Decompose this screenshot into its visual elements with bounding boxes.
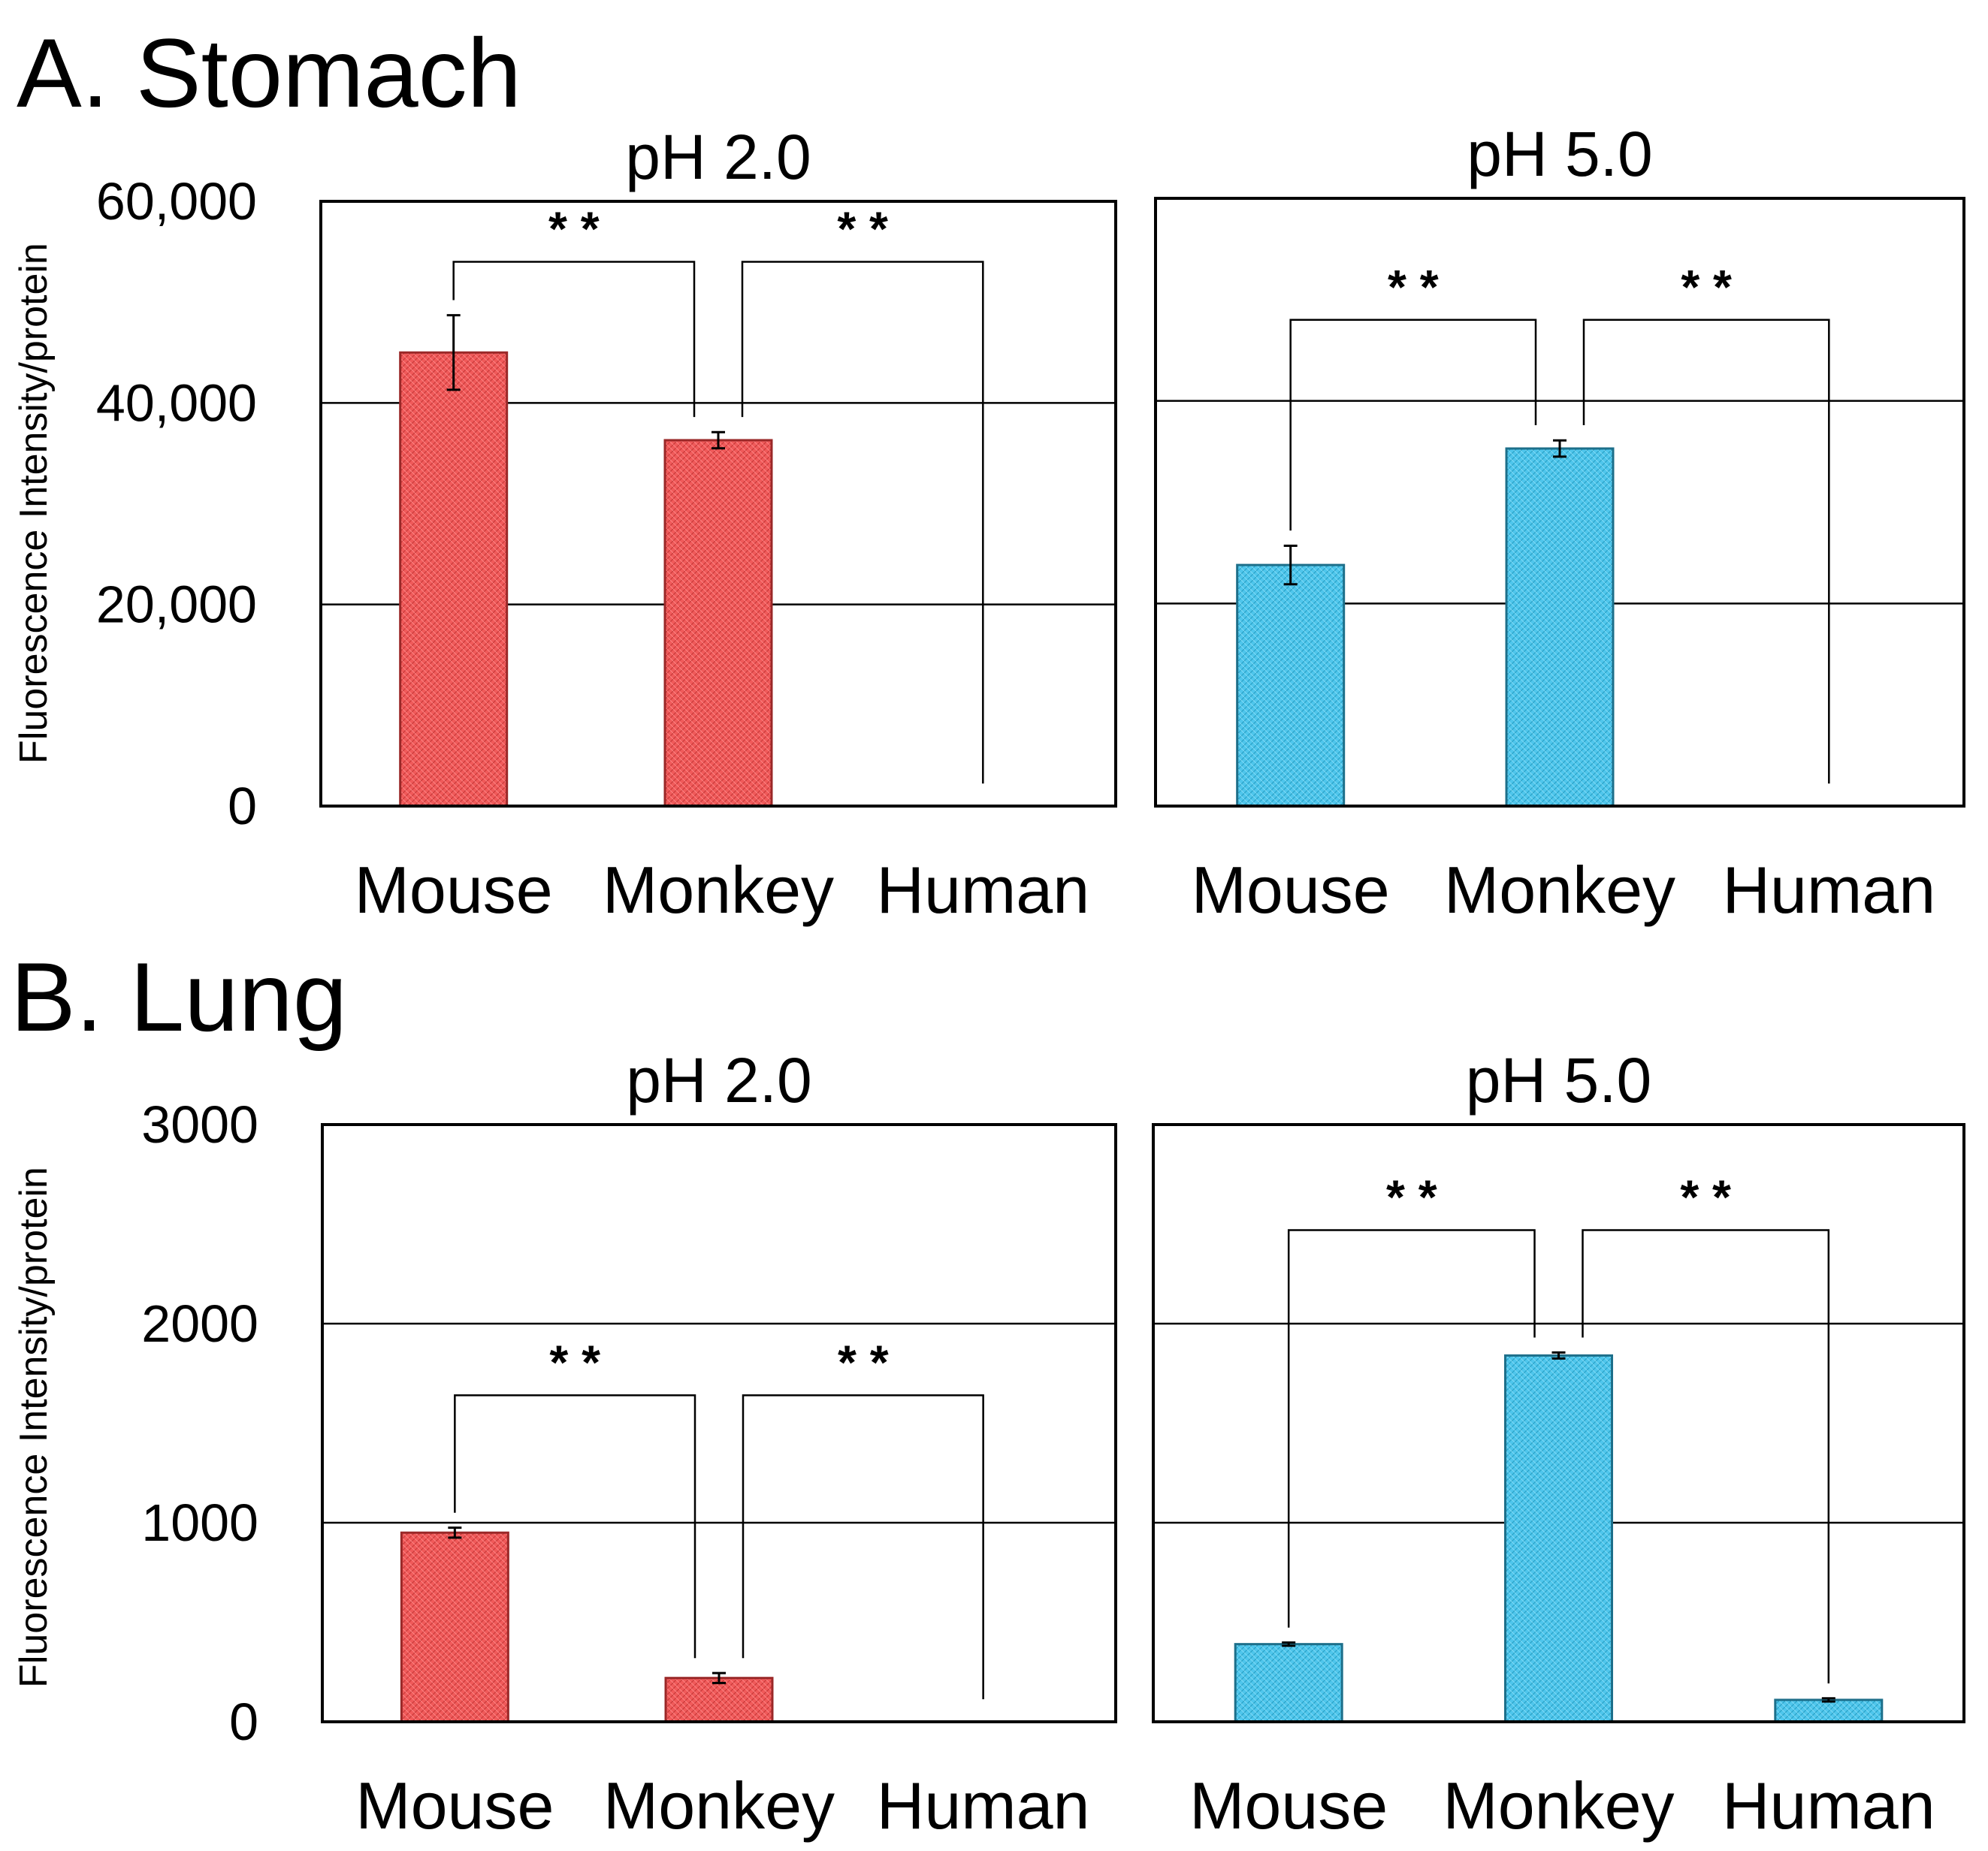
y-tick-label: 60,000 [96, 172, 257, 231]
bar-monkey [663, 439, 773, 808]
chart-stomach-ph5: pH 5.0 Mouse Monkey Human * * * * [1154, 119, 1965, 927]
chart-lung-ph2: pH 2.0 Mouse Monkey Human 0 1000 2000 3000 Fluor… [12, 1045, 1117, 1843]
category-label-mouse: Mouse [1189, 1768, 1388, 1843]
category-label-human: Human [876, 853, 1089, 927]
significance-marker: * * [1680, 1170, 1731, 1224]
panel-label-lung: B. Lung [11, 942, 347, 1052]
y-axis-label: Fluorescence Intensity/protein [12, 243, 56, 764]
significance-marker: * * [1681, 260, 1732, 314]
y-tick-label: 3000 [141, 1095, 258, 1154]
y-tick-label: 0 [229, 1692, 258, 1751]
chart-lung-ph5: pH 5.0 Mouse Monkey Human * * * * [1152, 1045, 1965, 1843]
significance-bracket [1287, 1229, 1536, 1628]
category-label-human: Human [877, 1768, 1090, 1843]
plot-frame [1154, 197, 1965, 808]
category-label-monkey: Monkey [603, 853, 834, 927]
plot-frame [321, 1123, 1117, 1723]
chart-stomach-ph2: pH 2.0 Mouse Monkey Human 0 20,000 40,000 60,00… [12, 122, 1117, 927]
y-tick-label: 40,000 [96, 373, 257, 432]
category-label-human: Human [1722, 1768, 1935, 1843]
chart-title: pH 2.0 [626, 1045, 812, 1116]
y-axis-label: Fluorescence Intensity/protein [12, 1167, 56, 1688]
significance-bracket [454, 1394, 696, 1659]
y-tick-label: 2000 [141, 1294, 258, 1353]
bar-mouse [1236, 563, 1346, 808]
significance-marker: * * [548, 202, 600, 256]
significance-marker: * * [1386, 1170, 1437, 1224]
significance-bracket [1289, 319, 1537, 531]
category-label-mouse: Mouse [1192, 853, 1390, 927]
y-tick-label: 20,000 [96, 575, 257, 634]
significance-bracket [741, 261, 984, 784]
category-label-monkey: Monkey [1444, 853, 1675, 927]
category-label-mouse: Mouse [355, 1768, 554, 1843]
significance-marker: * * [1388, 260, 1439, 314]
plot-frame [1152, 1123, 1965, 1723]
panel-label-stomach: A. Stomach [17, 18, 521, 128]
y-tick-label: 0 [228, 777, 257, 835]
category-label-human: Human [1722, 853, 1935, 927]
y-tick-label: 1000 [141, 1493, 258, 1552]
significance-bracket [1582, 1229, 1830, 1683]
significance-marker: * * [549, 1335, 600, 1389]
bar-human [1774, 1699, 1884, 1723]
category-label-monkey: Monkey [603, 1768, 835, 1843]
significance-bracket [742, 1394, 984, 1699]
bar-mouse [400, 1531, 509, 1723]
bar-monkey [1505, 447, 1615, 808]
significance-bracket [452, 261, 696, 418]
bar-mouse [399, 351, 509, 808]
category-label-mouse: Mouse [355, 853, 553, 927]
bar-monkey [664, 1677, 774, 1723]
significance-marker: * * [837, 202, 888, 256]
significance-bracket [1582, 319, 1830, 784]
chart-title: pH 2.0 [625, 122, 811, 192]
chart-title: pH 5.0 [1466, 1045, 1652, 1116]
category-label-monkey: Monkey [1443, 1768, 1674, 1843]
bar-mouse [1234, 1643, 1343, 1723]
plot-frame [319, 200, 1117, 808]
significance-marker: * * [838, 1335, 889, 1389]
chart-title: pH 5.0 [1467, 119, 1653, 189]
bar-monkey [1504, 1354, 1613, 1723]
